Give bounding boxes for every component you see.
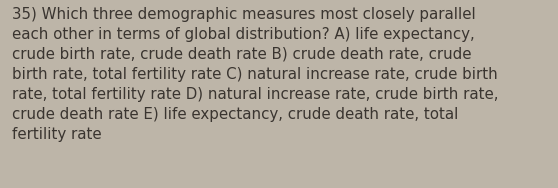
Text: 35) Which three demographic measures most closely parallel
each other in terms o: 35) Which three demographic measures mos… [12, 7, 499, 142]
